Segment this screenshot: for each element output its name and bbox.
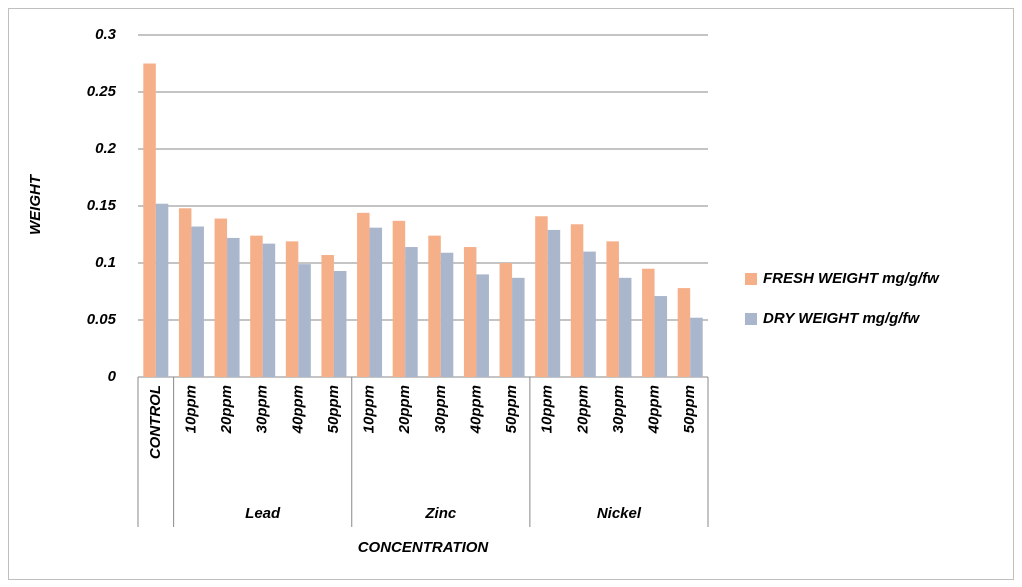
y-tick-label: 0.15: [87, 197, 117, 214]
bar: [618, 277, 632, 377]
x-tick-label: 10ppm: [361, 385, 378, 433]
x-tick-label: 30ppm: [432, 385, 449, 433]
bar: [512, 277, 525, 377]
legend-swatch: [745, 313, 757, 325]
bar: [227, 237, 240, 377]
bar: [178, 208, 192, 377]
bar: [357, 212, 370, 377]
bar: [369, 227, 383, 377]
y-tick-label: 0.2: [95, 140, 117, 157]
bar: [262, 243, 276, 377]
x-tick-label: 40ppm: [289, 385, 306, 434]
x-tick-label: 20ppm: [574, 385, 591, 434]
bar: [191, 226, 204, 377]
bar: [547, 229, 561, 377]
y-tick-label: 0.25: [87, 83, 117, 100]
x-tick-label: 20ppm: [218, 385, 235, 434]
y-axis-title: WEIGHT: [27, 173, 44, 235]
x-tick-label: 20ppm: [396, 385, 413, 434]
group-label: Lead: [245, 505, 281, 522]
bar: [476, 274, 489, 377]
bar: [654, 296, 668, 377]
x-tick-label: 50ppm: [325, 385, 342, 433]
group-label: Zinc: [424, 505, 456, 522]
bar: [405, 247, 418, 377]
x-tick-label: 10ppm: [182, 385, 199, 433]
bar: [392, 220, 406, 377]
bar: [214, 218, 228, 377]
bar: [285, 241, 299, 377]
legend-label: DRY WEIGHT mg/g/fw: [763, 310, 920, 327]
x-tick-label: CONTROL: [147, 385, 164, 459]
x-tick-label: 50ppm: [503, 385, 520, 433]
legend-label: FRESH WEIGHT mg/g/fw: [763, 270, 940, 287]
x-tick-label: 30ppm: [610, 385, 627, 433]
bar: [535, 216, 548, 377]
y-tick-label: 0.05: [87, 311, 117, 328]
bar: [583, 251, 596, 377]
bar: [333, 270, 347, 377]
bar: [321, 255, 334, 377]
y-tick-label: 0.3: [95, 26, 117, 43]
bar: [570, 224, 584, 377]
bar: [143, 63, 156, 377]
bar: [606, 241, 619, 377]
x-tick-label: 30ppm: [254, 385, 271, 433]
bar: [677, 288, 691, 377]
bar: [499, 263, 513, 377]
bar: [690, 317, 703, 377]
bar: [250, 235, 263, 377]
x-tick-label: 50ppm: [681, 385, 698, 433]
x-tick-label: 40ppm: [467, 385, 484, 434]
x-tick-label: 10ppm: [539, 385, 556, 433]
x-tick-label: 40ppm: [646, 385, 663, 434]
bar: [642, 268, 655, 377]
bar: [440, 252, 454, 377]
bar: [463, 247, 477, 377]
bar: [155, 203, 169, 377]
x-axis-title: CONCENTRATION: [358, 539, 490, 556]
legend-swatch: [745, 273, 757, 285]
bar: [298, 264, 311, 377]
group-label: Nickel: [597, 505, 642, 522]
bar: [428, 235, 441, 377]
y-tick-label: 0: [108, 368, 117, 385]
y-tick-label: 0.1: [95, 254, 116, 271]
